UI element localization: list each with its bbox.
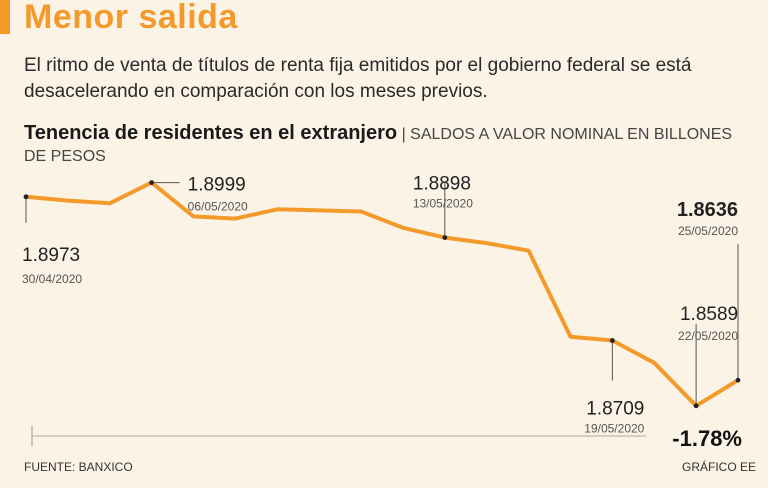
annotation-date: 19/05/2020	[584, 421, 644, 435]
annotation-points	[23, 180, 741, 409]
annotation-point	[442, 235, 448, 241]
annotation-point	[23, 194, 29, 200]
graphic-credit: GRÁFICO EE	[681, 460, 756, 474]
annotation-value: 1.8999	[188, 175, 246, 196]
annotation-point	[735, 377, 741, 383]
annotation-date: 25/05/2020	[678, 224, 738, 238]
annotation-date: 30/04/2020	[22, 272, 82, 286]
page-subtitle: El ritmo de venta de títulos de renta fi…	[24, 55, 692, 102]
annotation-value: 1.8636	[677, 199, 738, 221]
annotation-labels: 1.8973 30/04/2020 1.8999 06/05/2020 1.8898 13…	[22, 174, 738, 436]
annotation-value: 1.8709	[586, 398, 644, 419]
accent-bar	[0, 0, 10, 34]
annotation-point	[149, 180, 155, 186]
change-label: -1.78%	[672, 426, 742, 451]
annotation-value: 1.8898	[413, 174, 471, 195]
annotation-leaders	[25, 181, 739, 406]
annotation-value: 1.8589	[680, 304, 738, 325]
annotation-point	[609, 338, 615, 343]
chart-subtitle: | SALDOS A VALOR NOMINAL EN BILLONES DE …	[24, 126, 733, 165]
annotation-value: 1.8973	[22, 245, 80, 266]
series-line	[24, 180, 740, 408]
chart-title-block: Tenencia de residentes en el extranjero …	[24, 122, 744, 168]
range-track	[31, 426, 646, 446]
page-title: Menor salida	[24, 0, 238, 36]
annotation-date: 13/05/2020	[413, 197, 473, 211]
source-note: FUENTE: BANXICO	[24, 460, 133, 474]
chart-title: Tenencia de residentes en el extranjero	[24, 122, 398, 144]
annotation-date: 06/05/2020	[188, 200, 248, 214]
annotation-point	[693, 403, 699, 409]
annotation-date: 22/05/2020	[678, 329, 738, 343]
